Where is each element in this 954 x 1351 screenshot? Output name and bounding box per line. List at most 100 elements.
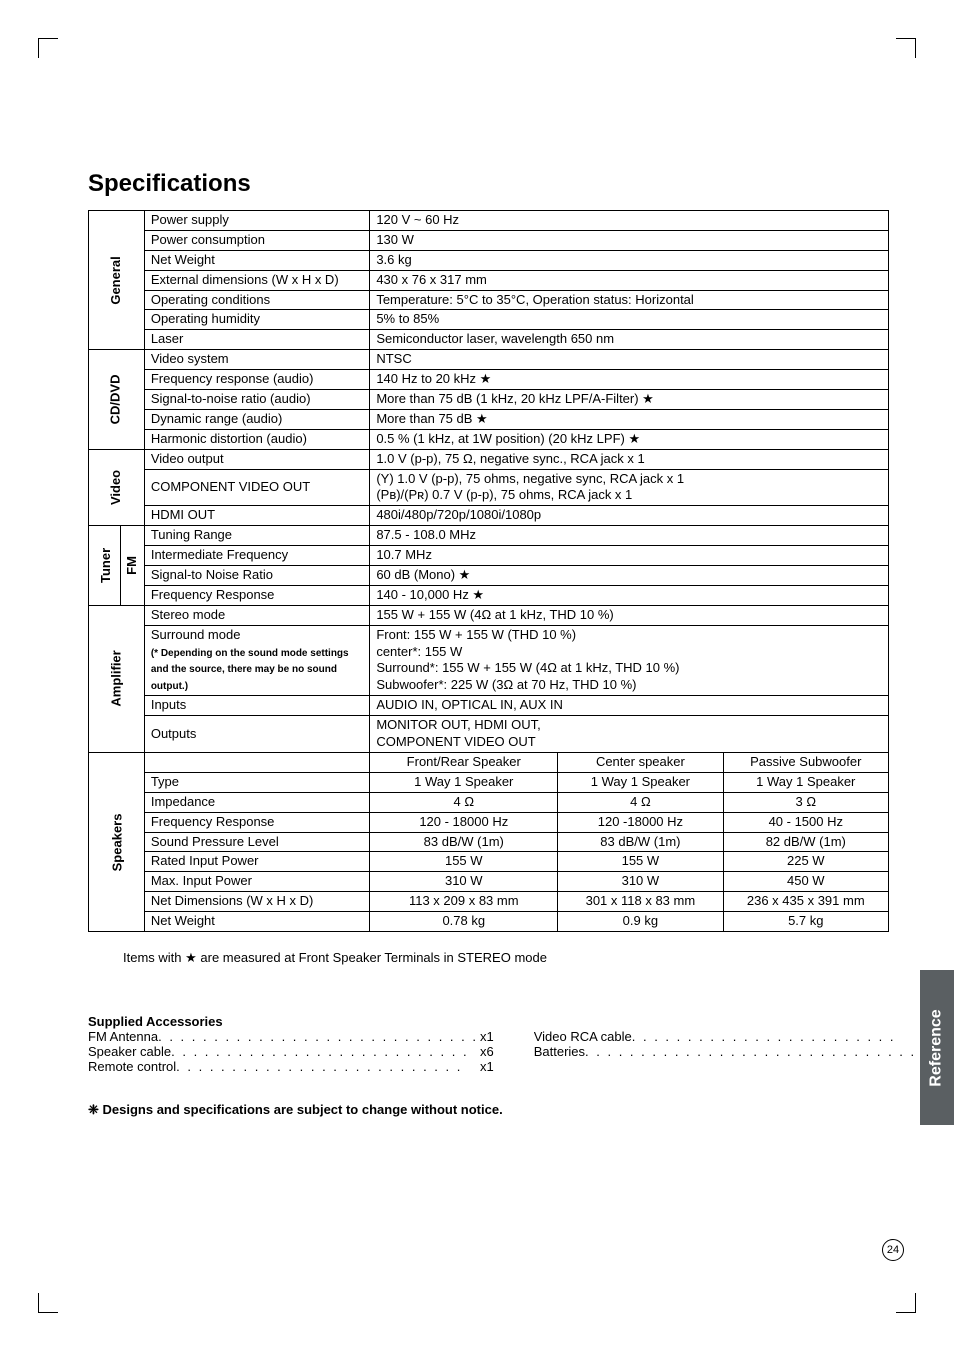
spec-label: Type [144, 772, 369, 792]
side-tab-reference: Reference [920, 970, 954, 1125]
crop-mark-bl [38, 1293, 58, 1313]
col-header: Center speaker [558, 752, 723, 772]
spec-value: 120 V ~ 60 Hz [370, 211, 889, 231]
spec-label: External dimensions (W x H x D) [144, 270, 369, 290]
col-header: Front/Rear Speaker [370, 752, 558, 772]
spec-label: Power supply [144, 211, 369, 231]
spec-value: 83 dB/W (1m) [370, 832, 558, 852]
accessories-title: Supplied Accessories [88, 1014, 889, 1029]
spec-value: 480i/480p/720p/1080i/1080p [370, 506, 889, 526]
spec-value: 3 Ω [723, 792, 888, 812]
accessory-item: Remote control . . . . . . . . . . . . .… [88, 1059, 494, 1074]
accessories-list: FM Antenna . . . . . . . . . . . . . . .… [88, 1029, 889, 1074]
spec-label: Intermediate Frequency [144, 546, 369, 566]
spec-value: 1 Way 1 Speaker [370, 772, 558, 792]
spec-label: Harmonic distortion (audio) [144, 429, 369, 449]
spec-label: Outputs [144, 716, 369, 753]
spec-value: 3.6 kg [370, 250, 889, 270]
spec-value: 60 dB (Mono) ★ [370, 566, 889, 586]
spec-value: 310 W [370, 872, 558, 892]
spec-label: Sound Pressure Level [144, 832, 369, 852]
crop-mark-tr [896, 38, 916, 58]
spec-label: Impedance [144, 792, 369, 812]
spec-value: 155 W + 155 W (4Ω at 1 kHz, THD 10 %) [370, 605, 889, 625]
section-subheader-fm: FM [121, 526, 145, 606]
spec-label: Video system [144, 350, 369, 370]
spec-value: 450 W [723, 872, 888, 892]
spec-value: 0.9 kg [558, 912, 723, 932]
spec-value: 113 x 209 x 83 mm [370, 892, 558, 912]
spec-label: Inputs [144, 696, 369, 716]
design-change-note: ❈ Designs and specifications are subject… [88, 1102, 889, 1118]
section-header-video: Video [89, 449, 145, 526]
spec-value: 140 - 10,000 Hz ★ [370, 585, 889, 605]
spec-value: 10.7 MHz [370, 546, 889, 566]
page-content: Specifications General Power supply 120 … [0, 0, 954, 1158]
spec-value: Semiconductor laser, wavelength 650 nm [370, 330, 889, 350]
spec-value: Temperature: 5°C to 35°C, Operation stat… [370, 290, 889, 310]
spec-value: Front: 155 W + 155 W (THD 10 %) center*:… [370, 625, 889, 696]
spec-value: 40 - 1500 Hz [723, 812, 888, 832]
spec-value: 1 Way 1 Speaker [723, 772, 888, 792]
spec-label: Net Dimensions (W x H x D) [144, 892, 369, 912]
spec-value: 4 Ω [370, 792, 558, 812]
spec-label: Max. Input Power [144, 872, 369, 892]
spec-value: More than 75 dB ★ [370, 409, 889, 429]
spec-value: 225 W [723, 852, 888, 872]
spec-value: 5% to 85% [370, 310, 889, 330]
spec-value: 236 x 435 x 391 mm [723, 892, 888, 912]
spec-value: (Y) 1.0 V (p-p), 75 ohms, negative sync,… [370, 469, 889, 506]
spec-label: COMPONENT VIDEO OUT [144, 469, 369, 506]
spec-label: Video output [144, 449, 369, 469]
accessory-item: FM Antenna . . . . . . . . . . . . . . .… [88, 1029, 494, 1044]
spec-value: 301 x 118 x 83 mm [558, 892, 723, 912]
crop-mark-tl [38, 38, 58, 58]
spec-value: 82 dB/W (1m) [723, 832, 888, 852]
spec-label: Frequency Response [144, 585, 369, 605]
spec-value: 120 - 18000 Hz [370, 812, 558, 832]
spec-value: 155 W [370, 852, 558, 872]
spec-value: 87.5 - 108.0 MHz [370, 526, 889, 546]
spec-value: 1.0 V (p-p), 75 Ω, negative sync., RCA j… [370, 449, 889, 469]
spec-label: Operating humidity [144, 310, 369, 330]
spec-value: 83 dB/W (1m) [558, 832, 723, 852]
spec-value: More than 75 dB (1 kHz, 20 kHz LPF/A-Fil… [370, 390, 889, 410]
spec-value: 4 Ω [558, 792, 723, 812]
spec-value: 430 x 76 x 317 mm [370, 270, 889, 290]
page-title: Specifications [88, 170, 889, 198]
spec-label: Frequency Response [144, 812, 369, 832]
section-header-general: General [89, 211, 145, 350]
spec-label [144, 752, 369, 772]
spec-label: Signal-to Noise Ratio [144, 566, 369, 586]
spec-label: Net Weight [144, 912, 369, 932]
section-header-amplifier: Amplifier [89, 605, 145, 752]
spec-value: 140 Hz to 20 kHz ★ [370, 370, 889, 390]
spec-value: 310 W [558, 872, 723, 892]
spec-label: Signal-to-noise ratio (audio) [144, 390, 369, 410]
spec-label: Power consumption [144, 230, 369, 250]
spec-value: NTSC [370, 350, 889, 370]
spec-label: Stereo mode [144, 605, 369, 625]
spec-label: Frequency response (audio) [144, 370, 369, 390]
spec-value: 5.7 kg [723, 912, 888, 932]
spec-label: Operating conditions [144, 290, 369, 310]
spec-value: 0.78 kg [370, 912, 558, 932]
accessory-item: Speaker cable . . . . . . . . . . . . . … [88, 1044, 494, 1059]
spec-value: 155 W [558, 852, 723, 872]
spec-value: AUDIO IN, OPTICAL IN, AUX IN [370, 696, 889, 716]
spec-value: MONITOR OUT, HDMI OUT, COMPONENT VIDEO O… [370, 716, 889, 753]
spec-label: HDMI OUT [144, 506, 369, 526]
spec-label: Rated Input Power [144, 852, 369, 872]
spec-value: 120 -18000 Hz [558, 812, 723, 832]
spec-label: Surround mode (* Depending on the sound … [144, 625, 369, 696]
spec-value: 1 Way 1 Speaker [558, 772, 723, 792]
spec-value: 130 W [370, 230, 889, 250]
accessory-item: Batteries . . . . . . . . . . . . . . . … [534, 1044, 943, 1059]
spec-label: Tuning Range [144, 526, 369, 546]
col-header: Passive Subwoofer [723, 752, 888, 772]
spec-label: Net Weight [144, 250, 369, 270]
section-header-cddvd: CD/DVD [89, 350, 145, 449]
section-header-tuner: Tuner [89, 526, 121, 606]
footnote-text: Items with ★ are measured at Front Speak… [123, 950, 889, 966]
accessory-item: Video RCA cable . . . . . . . . . . . . … [534, 1029, 943, 1044]
